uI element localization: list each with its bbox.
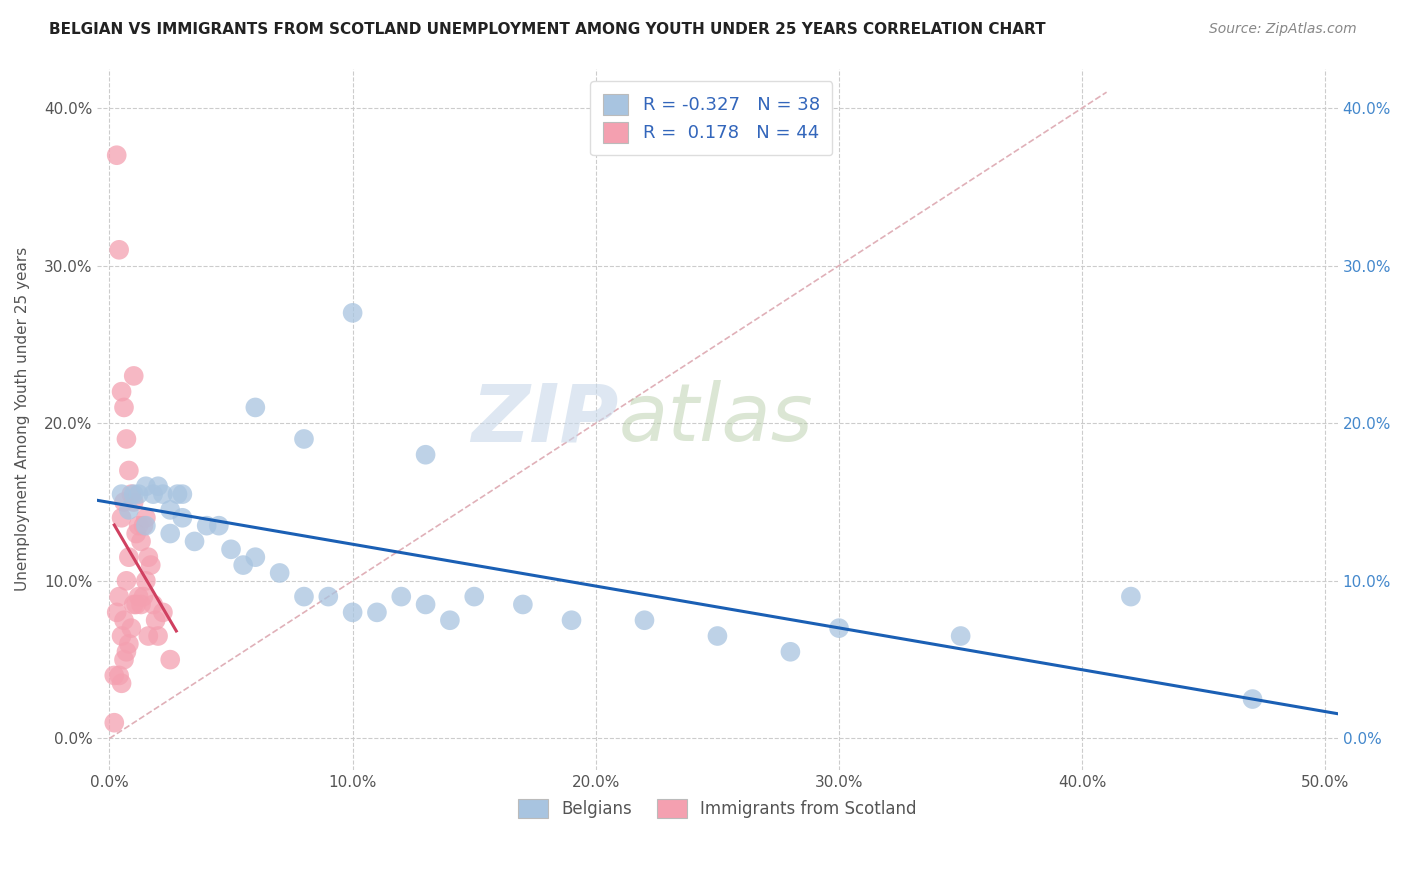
Point xyxy=(232,558,254,572)
Point xyxy=(120,621,142,635)
Point xyxy=(142,487,165,501)
Legend: Belgians, Immigrants from Scotland: Belgians, Immigrants from Scotland xyxy=(512,792,924,825)
Point xyxy=(125,598,148,612)
Point xyxy=(112,613,135,627)
Point xyxy=(122,495,145,509)
Point xyxy=(195,518,218,533)
Point xyxy=(112,653,135,667)
Point xyxy=(105,606,128,620)
Point xyxy=(135,518,157,533)
Point xyxy=(183,534,205,549)
Point xyxy=(389,590,412,604)
Point xyxy=(415,598,437,612)
Point xyxy=(135,574,157,588)
Point xyxy=(103,715,125,730)
Point xyxy=(112,495,135,509)
Point xyxy=(342,306,364,320)
Point xyxy=(1119,590,1142,604)
Point xyxy=(128,487,150,501)
Point xyxy=(463,590,485,604)
Point xyxy=(132,518,155,533)
Point xyxy=(779,645,801,659)
Point xyxy=(172,510,194,524)
Point xyxy=(128,518,150,533)
Point xyxy=(439,613,461,627)
Point xyxy=(115,645,138,659)
Text: ZIP: ZIP xyxy=(471,380,619,458)
Point xyxy=(152,487,174,501)
Point xyxy=(118,550,141,565)
Point xyxy=(146,629,169,643)
Point xyxy=(110,629,132,643)
Point xyxy=(135,510,157,524)
Point xyxy=(110,384,132,399)
Point xyxy=(118,503,141,517)
Point xyxy=(633,613,655,627)
Point xyxy=(105,148,128,162)
Point xyxy=(159,526,181,541)
Point xyxy=(1241,692,1264,706)
Point xyxy=(129,534,152,549)
Point xyxy=(292,432,315,446)
Point xyxy=(120,487,142,501)
Point xyxy=(118,637,141,651)
Point xyxy=(110,676,132,690)
Point xyxy=(949,629,972,643)
Point xyxy=(103,668,125,682)
Point xyxy=(269,566,291,580)
Point xyxy=(159,653,181,667)
Point xyxy=(139,558,162,572)
Point xyxy=(115,574,138,588)
Point xyxy=(828,621,851,635)
Point xyxy=(136,550,159,565)
Point xyxy=(208,518,231,533)
Point xyxy=(122,598,145,612)
Point xyxy=(110,510,132,524)
Point xyxy=(166,487,188,501)
Point xyxy=(706,629,728,643)
Point xyxy=(132,590,155,604)
Point xyxy=(112,401,135,415)
Point xyxy=(145,613,167,627)
Point xyxy=(135,479,157,493)
Point xyxy=(122,487,145,501)
Point xyxy=(108,590,131,604)
Point xyxy=(292,590,315,604)
Text: Source: ZipAtlas.com: Source: ZipAtlas.com xyxy=(1209,22,1357,37)
Point xyxy=(115,432,138,446)
Point xyxy=(560,613,582,627)
Point xyxy=(125,526,148,541)
Point xyxy=(159,503,181,517)
Point xyxy=(136,629,159,643)
Point xyxy=(122,368,145,383)
Point xyxy=(318,590,340,604)
Text: BELGIAN VS IMMIGRANTS FROM SCOTLAND UNEMPLOYMENT AMONG YOUTH UNDER 25 YEARS CORR: BELGIAN VS IMMIGRANTS FROM SCOTLAND UNEM… xyxy=(49,22,1046,37)
Point xyxy=(110,487,132,501)
Point xyxy=(128,590,150,604)
Point xyxy=(245,401,267,415)
Y-axis label: Unemployment Among Youth under 25 years: Unemployment Among Youth under 25 years xyxy=(15,247,30,591)
Point xyxy=(172,487,194,501)
Point xyxy=(108,243,131,257)
Point xyxy=(142,598,165,612)
Point xyxy=(342,606,364,620)
Point xyxy=(366,606,388,620)
Point xyxy=(152,606,174,620)
Point xyxy=(108,668,131,682)
Point xyxy=(245,550,267,565)
Point xyxy=(118,463,141,477)
Text: atlas: atlas xyxy=(619,380,813,458)
Point xyxy=(129,598,152,612)
Point xyxy=(146,479,169,493)
Point xyxy=(415,448,437,462)
Point xyxy=(512,598,534,612)
Point xyxy=(219,542,242,557)
